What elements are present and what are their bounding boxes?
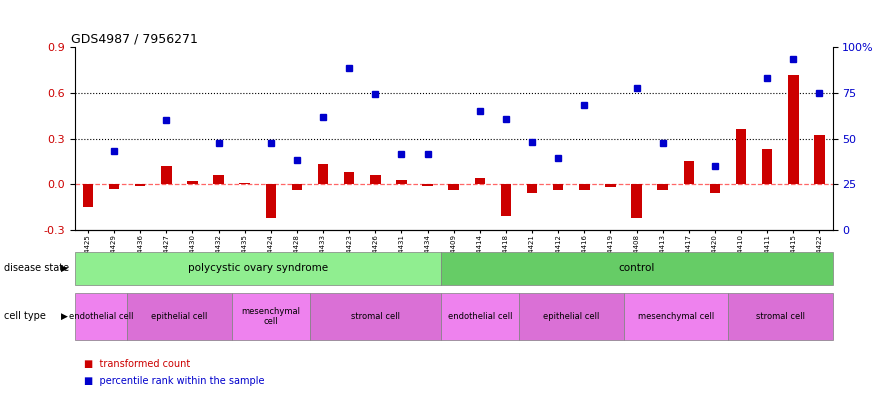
Text: GDS4987 / 7956271: GDS4987 / 7956271 [71,33,198,46]
Bar [519,293,624,340]
Bar [135,184,145,186]
Text: stromal cell: stromal cell [756,312,804,321]
Text: ▶: ▶ [61,264,68,273]
Text: cell type: cell type [4,311,47,321]
Bar [188,181,197,184]
Bar [657,184,668,190]
Text: endothelial cell: endothelial cell [448,312,512,321]
Text: ■  transformed count: ■ transformed count [84,358,190,369]
Bar [318,164,329,184]
Bar [75,293,127,340]
Text: stromal cell: stromal cell [351,312,400,321]
Bar [579,184,589,190]
Text: disease state: disease state [4,263,70,273]
Bar [161,166,172,184]
Bar [213,175,224,184]
Bar [292,184,302,190]
Text: ▶: ▶ [61,312,68,321]
Bar [310,293,440,340]
Bar [344,172,354,184]
Bar [265,184,276,218]
Bar [109,184,119,189]
Bar [736,129,746,184]
Bar [527,184,537,193]
Text: epithelial cell: epithelial cell [543,312,599,321]
Bar [814,136,825,184]
Bar [684,162,694,184]
Bar [232,293,310,340]
Bar [240,183,250,184]
Bar [475,178,485,184]
Bar [762,149,773,184]
Bar [370,175,381,184]
Text: endothelial cell: endothelial cell [69,312,133,321]
Text: mesenchymal cell: mesenchymal cell [638,312,714,321]
Text: ■  percentile rank within the sample: ■ percentile rank within the sample [84,376,264,386]
Bar [440,252,833,285]
Bar [500,184,511,216]
Text: epithelial cell: epithelial cell [152,312,208,321]
Text: control: control [618,263,655,273]
Bar [710,184,720,193]
Bar [75,252,440,285]
Text: polycystic ovary syndrome: polycystic ovary syndrome [188,263,328,273]
Bar [632,184,642,218]
Bar [553,184,564,190]
Bar [788,75,798,184]
Bar [605,184,616,187]
Bar [440,293,519,340]
Bar [624,293,728,340]
Text: mesenchymal
cell: mesenchymal cell [241,307,300,326]
Bar [728,293,833,340]
Bar [448,184,459,190]
Bar [422,184,433,186]
Bar [83,184,93,207]
Bar [127,293,232,340]
Bar [396,180,407,184]
